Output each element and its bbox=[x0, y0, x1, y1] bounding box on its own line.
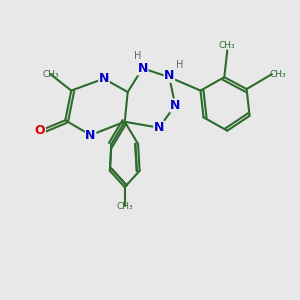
Text: CH₃: CH₃ bbox=[269, 70, 286, 79]
Text: O: O bbox=[35, 124, 45, 137]
Text: N: N bbox=[85, 129, 96, 142]
Text: CH₃: CH₃ bbox=[42, 70, 59, 79]
Text: N: N bbox=[164, 69, 175, 82]
Text: N: N bbox=[154, 121, 164, 134]
Text: N: N bbox=[99, 72, 109, 85]
Text: H: H bbox=[176, 60, 183, 70]
Text: N: N bbox=[170, 99, 181, 112]
Text: H: H bbox=[134, 51, 142, 61]
Text: N: N bbox=[137, 62, 148, 75]
Text: CH₃: CH₃ bbox=[219, 41, 236, 50]
Text: CH₃: CH₃ bbox=[116, 202, 133, 211]
